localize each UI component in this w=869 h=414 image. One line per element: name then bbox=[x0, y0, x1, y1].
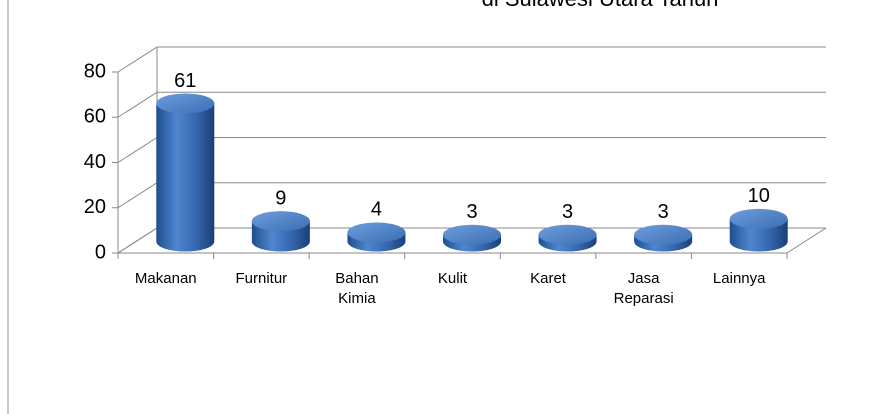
grid-line bbox=[117, 46, 826, 73]
grid-line bbox=[117, 137, 826, 163]
grid-line bbox=[117, 91, 826, 118]
bar-top bbox=[156, 93, 215, 114]
bar bbox=[251, 211, 310, 252]
x-tick-label: Makanan bbox=[134, 270, 197, 287]
y-tick-label: 80 bbox=[84, 60, 106, 82]
x-tick-label: Jasa Reparasi bbox=[613, 270, 674, 307]
bar-top bbox=[443, 224, 501, 245]
x-tick-label: Lainnya bbox=[712, 270, 766, 287]
bar bbox=[729, 208, 788, 252]
chart-title: di Sulawesi Utara Tahun bbox=[482, 0, 719, 11]
bar-top bbox=[729, 208, 788, 229]
bar-top bbox=[634, 224, 693, 245]
bar bbox=[634, 224, 693, 252]
data-label: 3 bbox=[658, 201, 669, 223]
bar-body bbox=[156, 103, 215, 252]
data-label: 10 bbox=[748, 185, 770, 207]
y-tick-label: 20 bbox=[84, 196, 106, 218]
bar bbox=[538, 224, 597, 252]
bar bbox=[156, 93, 215, 252]
data-label: 4 bbox=[371, 199, 382, 221]
data-label: 9 bbox=[275, 187, 286, 209]
bar-top bbox=[538, 224, 597, 245]
bar bbox=[347, 222, 406, 252]
bar-top bbox=[251, 211, 310, 232]
bar-top bbox=[347, 222, 406, 243]
x-tick-label: Kulit bbox=[437, 270, 468, 287]
y-tick-label: 40 bbox=[84, 151, 106, 173]
x-tick-label: Bahan Kimia bbox=[335, 270, 379, 307]
data-label: 61 bbox=[174, 70, 196, 92]
frame-border bbox=[7, 0, 9, 414]
y-tick-label: 0 bbox=[95, 241, 106, 263]
x-tick-label: Furnitur bbox=[235, 270, 288, 287]
data-label: 3 bbox=[466, 201, 477, 223]
y-tick-label: 60 bbox=[84, 106, 106, 128]
x-tick-label: Karet bbox=[530, 270, 566, 287]
axis-line bbox=[786, 227, 827, 254]
data-label: 3 bbox=[562, 201, 573, 223]
bar bbox=[443, 224, 501, 252]
